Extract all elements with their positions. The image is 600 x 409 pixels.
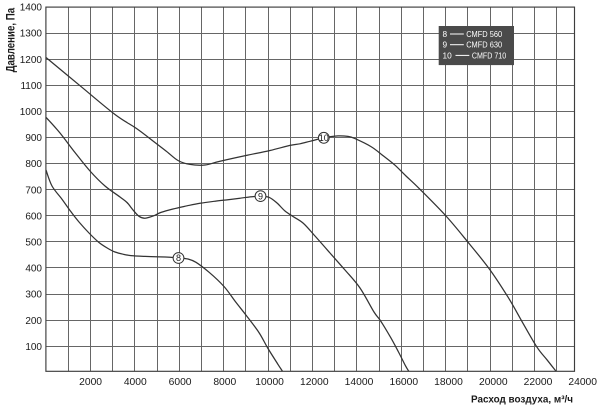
svg-text:1200: 1200 bbox=[20, 55, 43, 66]
svg-text:6000: 6000 bbox=[169, 377, 192, 388]
svg-text:8000: 8000 bbox=[213, 377, 236, 388]
svg-text:1000: 1000 bbox=[20, 107, 43, 118]
svg-text:18000: 18000 bbox=[434, 377, 463, 388]
svg-text:800: 800 bbox=[25, 159, 42, 170]
svg-text:10: 10 bbox=[319, 133, 329, 143]
svg-text:500: 500 bbox=[25, 238, 42, 249]
svg-text:700: 700 bbox=[25, 185, 42, 196]
svg-text:4000: 4000 bbox=[124, 377, 147, 388]
svg-text:600: 600 bbox=[25, 211, 42, 222]
svg-text:2000: 2000 bbox=[79, 377, 102, 388]
svg-text:CMFD 560: CMFD 560 bbox=[466, 29, 502, 39]
svg-text:20000: 20000 bbox=[479, 377, 508, 388]
svg-text:12000: 12000 bbox=[300, 377, 329, 388]
svg-text:8: 8 bbox=[176, 253, 181, 263]
svg-text:CMFD 630: CMFD 630 bbox=[466, 40, 502, 50]
svg-text:Давление, Па: Давление, Па bbox=[4, 8, 18, 73]
svg-text:1100: 1100 bbox=[20, 81, 42, 92]
svg-text:Расход воздуха, м³/ч: Расход воздуха, м³/ч bbox=[471, 394, 573, 406]
svg-text:22000: 22000 bbox=[524, 377, 553, 388]
svg-text:10000: 10000 bbox=[255, 377, 284, 388]
svg-text:300: 300 bbox=[25, 290, 42, 301]
svg-text:16000: 16000 bbox=[389, 377, 418, 388]
svg-text:9: 9 bbox=[443, 40, 448, 50]
svg-text:1400: 1400 bbox=[20, 3, 43, 14]
svg-text:14000: 14000 bbox=[345, 377, 374, 388]
svg-text:900: 900 bbox=[25, 133, 42, 144]
svg-text:1300: 1300 bbox=[20, 29, 43, 40]
svg-text:400: 400 bbox=[25, 264, 42, 275]
svg-text:9: 9 bbox=[258, 191, 263, 201]
svg-text:CMFD 710: CMFD 710 bbox=[472, 50, 507, 60]
svg-text:24000: 24000 bbox=[568, 377, 597, 388]
svg-text:200: 200 bbox=[25, 316, 42, 327]
svg-text:100: 100 bbox=[25, 342, 42, 353]
svg-text:8: 8 bbox=[443, 29, 448, 39]
svg-text:10: 10 bbox=[443, 50, 453, 60]
